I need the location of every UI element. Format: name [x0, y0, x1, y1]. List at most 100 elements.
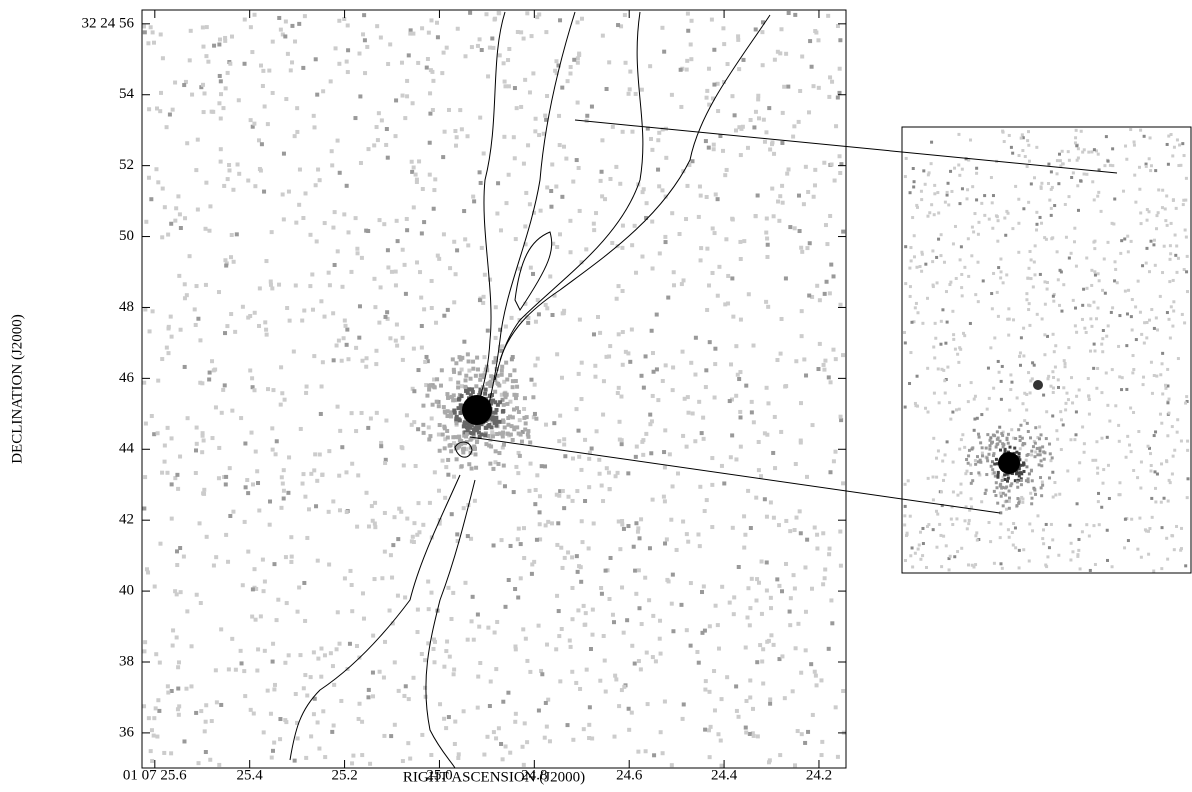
pixel	[964, 157, 968, 161]
pixel	[1097, 279, 1101, 283]
pixel	[400, 357, 405, 362]
pixel	[301, 65, 306, 70]
pixel	[393, 283, 398, 288]
pixel	[482, 371, 487, 376]
pixel	[817, 341, 822, 346]
pixel	[496, 181, 501, 186]
pixel	[335, 249, 340, 254]
pixel	[260, 557, 265, 562]
pixel	[953, 166, 957, 170]
pixel	[1152, 434, 1156, 438]
pixel	[729, 362, 734, 367]
pixel	[348, 568, 353, 573]
pixel	[1148, 136, 1152, 140]
pixel	[663, 541, 668, 546]
pixel	[1015, 396, 1019, 400]
x-tick-label: 24.8	[521, 767, 547, 783]
pixel	[142, 30, 147, 35]
pixel	[1072, 240, 1076, 244]
y-tick-label: 42	[119, 512, 134, 528]
pixel	[439, 368, 444, 373]
pixel	[397, 506, 402, 511]
pixel	[471, 359, 476, 364]
pixel	[803, 740, 808, 745]
pixel	[409, 422, 414, 427]
pixel	[1101, 288, 1105, 292]
pixel	[442, 409, 447, 414]
pixel	[448, 266, 453, 271]
pixel	[1039, 186, 1043, 190]
pixel	[762, 139, 767, 144]
pixel	[910, 320, 914, 324]
pixel	[1076, 156, 1080, 160]
pixel	[1085, 256, 1089, 260]
pixel	[620, 245, 625, 250]
pixel	[999, 276, 1003, 280]
pixel	[242, 669, 247, 674]
pixel	[520, 429, 525, 434]
pixel	[1040, 480, 1044, 484]
pixel	[1144, 162, 1148, 166]
pixel	[1097, 190, 1101, 194]
pixel	[1015, 504, 1019, 508]
pixel	[283, 555, 288, 560]
pixel	[513, 644, 518, 649]
pixel	[1159, 500, 1163, 504]
pixel	[963, 445, 967, 449]
pixel	[755, 193, 760, 198]
pixel	[1175, 138, 1179, 142]
pixel	[218, 79, 223, 84]
pixel	[663, 234, 668, 239]
pixel	[796, 621, 801, 626]
pixel	[732, 595, 737, 600]
pixel	[967, 158, 971, 162]
pixel	[374, 125, 379, 130]
pixel	[148, 749, 153, 754]
pixel	[485, 734, 490, 739]
pixel	[442, 446, 447, 451]
pixel	[1036, 514, 1040, 518]
pixel	[230, 408, 235, 413]
pixel	[969, 481, 973, 485]
pixel	[526, 143, 531, 148]
pixel	[1120, 376, 1124, 380]
pixel	[643, 354, 648, 359]
pixel	[259, 142, 264, 147]
pixel	[620, 585, 625, 590]
pixel	[280, 192, 285, 197]
pixel	[160, 235, 165, 240]
pixel	[436, 404, 441, 409]
pixel	[999, 257, 1003, 261]
pixel	[761, 117, 766, 122]
pixel	[176, 712, 181, 717]
pixel	[618, 547, 623, 552]
pixel	[424, 65, 429, 70]
pixel	[1150, 496, 1154, 500]
pixel	[287, 318, 292, 323]
pixel	[465, 352, 470, 357]
pixel	[1001, 442, 1005, 446]
pixel	[217, 37, 222, 42]
pixel	[1001, 130, 1005, 134]
pixel	[524, 190, 529, 195]
pixel	[293, 692, 298, 697]
pixel	[1182, 154, 1186, 158]
pixel	[357, 51, 362, 56]
pixel	[594, 211, 599, 216]
pixel	[620, 288, 625, 293]
pixel	[586, 546, 591, 551]
pixel	[1013, 479, 1017, 483]
pixel	[1182, 198, 1186, 202]
pixel	[707, 624, 712, 629]
pixel	[301, 216, 306, 221]
pixel	[497, 344, 502, 349]
pixel	[1064, 235, 1068, 239]
pixel	[1132, 143, 1136, 147]
pixel	[1064, 401, 1068, 405]
pixel	[593, 374, 598, 379]
pixel	[1069, 541, 1073, 545]
pixel	[510, 415, 515, 420]
pixel	[710, 226, 715, 231]
pixel	[371, 694, 376, 699]
pixel	[384, 418, 389, 423]
